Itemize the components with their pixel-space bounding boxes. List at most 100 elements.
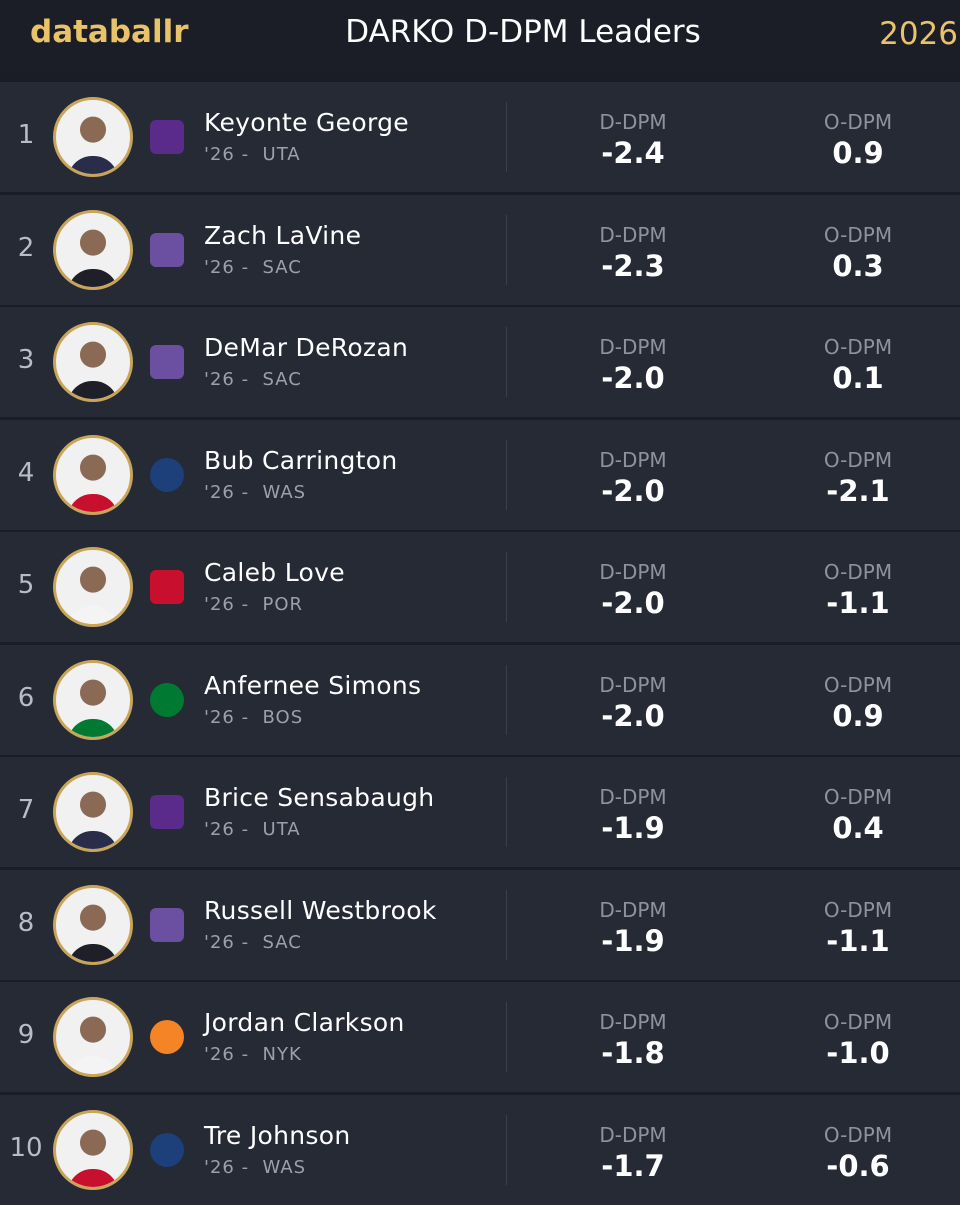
leader-row[interactable]: 10 Tre Johnson '26 - WAS D-DPM -1.7 O-DPM -0.6: [0, 1094, 960, 1205]
stat-label: D-DPM: [599, 335, 667, 359]
leader-row[interactable]: 4 Bub Carrington '26 - WAS D-DPM -2.0 O-DPM -2…: [0, 419, 960, 530]
jersey: [68, 1056, 118, 1074]
player-name: Caleb Love: [204, 558, 345, 587]
player-avatar: [53, 1109, 133, 1190]
player-name: Bub Carrington: [204, 445, 398, 475]
stat-value: -2.1: [826, 473, 890, 508]
player-avatar: [53, 322, 133, 402]
stat-label: O-DPM: [823, 1010, 893, 1034]
stat-label: O-DPM: [823, 560, 893, 584]
stat-value: 0.3: [832, 248, 884, 283]
stat-value: -1.8: [601, 1036, 665, 1070]
stat-label: D-DPM: [599, 897, 667, 922]
player-avatar: [53, 209, 133, 290]
rank: 9: [17, 1020, 35, 1050]
divider: [506, 327, 507, 397]
stat-value: -1.9: [601, 923, 665, 958]
jersey: [68, 718, 118, 737]
stat-value: -1.0: [826, 1036, 890, 1070]
rank: 5: [17, 570, 35, 600]
rank: 6: [17, 682, 35, 713]
stat-label: O-DPM: [823, 222, 893, 247]
stat-value: -2.0: [601, 698, 665, 733]
leader-row[interactable]: 2 Zach LaVine '26 - SAC D-DPM -2.3 O-DPM 0.3: [0, 194, 960, 305]
rank: 4: [17, 457, 35, 488]
player-meta: '26 - POR: [204, 594, 304, 615]
leader-row[interactable]: 9 Jordan Clarkson '26 - NYK D-DPM -1.8 O-DPM -…: [0, 982, 960, 1092]
player-avatar: [53, 434, 133, 515]
stat-label: D-DPM: [599, 672, 667, 697]
player-meta: '26 - WAS: [204, 481, 307, 503]
divider: [506, 1002, 507, 1072]
team-logo: [150, 457, 184, 492]
stat-value: 0.9: [832, 136, 884, 170]
rank: 8: [17, 907, 35, 938]
stat-value: 0.9: [832, 698, 884, 733]
player-name: Brice Sensabaugh: [204, 783, 435, 812]
leader-row[interactable]: 1 Keyonte George '26 - UTA D-DPM -2.4 O-DPM 0.…: [0, 82, 960, 192]
rank: 7: [17, 795, 35, 825]
player-meta: '26 - SAC: [204, 931, 302, 953]
stat-label: D-DPM: [599, 1122, 667, 1147]
stat-value: -1.1: [826, 923, 890, 958]
brand: databallr: [30, 14, 189, 50]
player-meta: '26 - NYK: [204, 1044, 302, 1065]
season-year[interactable]: 2026: [879, 16, 958, 52]
divider: [506, 102, 507, 172]
stat-label: O-DPM: [823, 447, 893, 472]
player-meta: '26 - BOS: [204, 706, 304, 728]
stat-label: D-DPM: [599, 447, 667, 472]
player-name: Keyonte George: [204, 108, 409, 137]
team-logo: [150, 345, 184, 379]
player-meta: '26 - SAC: [204, 369, 302, 390]
leader-row[interactable]: 6 Anfernee Simons '26 - BOS D-DPM -2.0 O-DPM 0…: [0, 644, 960, 755]
rank: 10: [9, 1132, 43, 1163]
stat-value: -2.3: [601, 248, 665, 283]
player-name: Russell Westbrook: [204, 895, 437, 925]
stat-label: O-DPM: [823, 110, 893, 134]
player-name: DeMar DeRozan: [204, 333, 409, 362]
team-logo: [150, 1132, 184, 1167]
stat-value: -2.0: [601, 361, 665, 395]
team-logo: [150, 682, 184, 717]
stat-label: D-DPM: [599, 560, 667, 584]
jersey: [68, 1168, 118, 1187]
team-logo: [150, 795, 184, 829]
team-logo: [150, 570, 184, 604]
divider: [506, 889, 507, 960]
leader-row[interactable]: 3 DeMar DeRozan '26 - SAC D-DPM -2.0 O-DPM 0.1: [0, 307, 960, 417]
leader-row[interactable]: 5 Caleb Love '26 - POR D-DPM -2.0 O-DPM -1.1: [0, 532, 960, 642]
stat-value: -1.9: [601, 811, 665, 845]
leader-row[interactable]: 7 Brice Sensabaugh '26 - UTA D-DPM -1.9 O-DPM…: [0, 757, 960, 867]
divider: [506, 439, 507, 510]
player-name: Zach LaVine: [204, 220, 362, 250]
divider: [506, 214, 507, 285]
team-logo: [150, 232, 184, 267]
jersey: [68, 268, 118, 287]
jersey: [68, 831, 118, 849]
stat-label: O-DPM: [823, 785, 893, 809]
player-meta: '26 - SAC: [204, 256, 302, 278]
stat-value: -1.1: [826, 586, 890, 620]
stat-label: O-DPM: [823, 335, 893, 359]
team-logo: [150, 120, 184, 154]
stat-label: D-DPM: [599, 222, 667, 247]
stat-label: O-DPM: [823, 897, 893, 922]
leader-row[interactable]: 8 Russell Westbrook '26 - SAC D-DPM -1.9 O-DP…: [0, 869, 960, 980]
stat-label: D-DPM: [599, 110, 667, 134]
jersey: [68, 381, 118, 399]
player-avatar: [53, 547, 133, 627]
divider: [506, 552, 507, 622]
stat-value: -2.4: [601, 136, 665, 170]
stat-value: -0.6: [826, 1148, 890, 1183]
divider: [506, 664, 507, 735]
stat-value: -2.0: [601, 473, 665, 508]
divider: [506, 1114, 507, 1185]
team-logo: [150, 1020, 184, 1054]
stat-label: D-DPM: [599, 785, 667, 809]
rank: 3: [17, 345, 35, 375]
header: databallr DARKO D-DPM Leaders 2026: [0, 0, 960, 72]
player-name: Tre Johnson: [204, 1120, 351, 1150]
stat-label: O-DPM: [823, 1122, 893, 1147]
